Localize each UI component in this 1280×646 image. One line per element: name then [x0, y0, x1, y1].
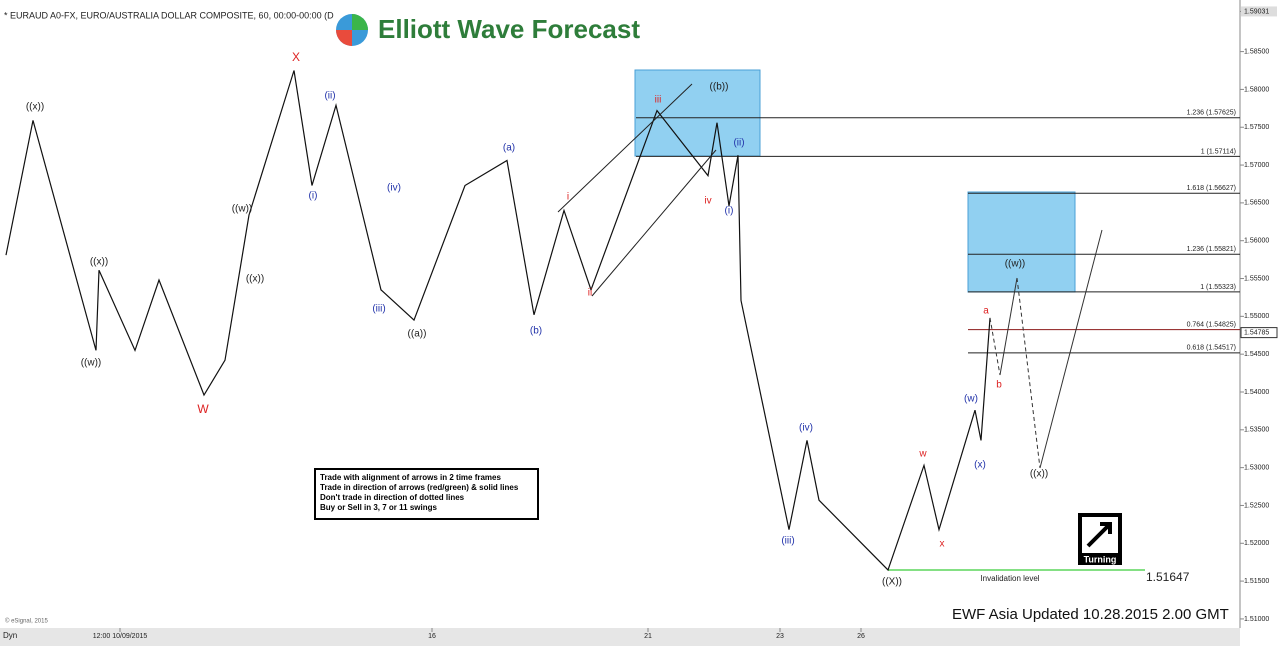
- wave-label: X: [292, 50, 300, 64]
- wave-label: iv: [704, 196, 711, 207]
- y-tick-highlight: [1241, 6, 1277, 17]
- channel-line: [591, 149, 717, 297]
- wave-label: (iii): [372, 304, 385, 315]
- wave-label: ((x)): [246, 274, 264, 285]
- wave-label: ((X)): [882, 577, 902, 588]
- rule-text: Trade with alignment of arrows in 2 time…: [320, 473, 501, 482]
- chart-title: * EURAUD A0-FX, EURO/AUSTRALIA DOLLAR CO…: [4, 10, 334, 20]
- last-price-box: [1240, 327, 1278, 339]
- y-tick-label: 1.57000: [1244, 162, 1269, 169]
- wave-label: (iii): [781, 536, 794, 547]
- x-tick-label: 26: [857, 633, 865, 640]
- y-tick-label: 1.52000: [1244, 540, 1269, 547]
- y-tick-label: 1.53000: [1244, 464, 1269, 471]
- rules-box: [314, 468, 539, 520]
- rule-text: Trade in direction of arrows (red/green)…: [320, 483, 519, 492]
- projection-dashed: [1016, 277, 1041, 469]
- y-tick-label: 1.53500: [1244, 427, 1269, 434]
- y-tick-label: 1.54000: [1244, 389, 1269, 396]
- time-axis: [0, 628, 1240, 646]
- y-tick-label: 1.51000: [1244, 616, 1269, 623]
- fib-level-label: 1.236 (1.57625): [1187, 110, 1236, 117]
- y-tick-label: 1.55000: [1244, 313, 1269, 320]
- turning-label: Turning: [1084, 554, 1117, 564]
- y-tick-label: 1.51500: [1244, 578, 1269, 585]
- turning-arrow: [1086, 522, 1112, 548]
- wave-label: iii: [655, 95, 662, 106]
- wave-label: W: [197, 402, 209, 416]
- wave-label: w: [918, 449, 927, 460]
- wave-label: (w): [964, 394, 978, 405]
- invalidation-value: 1.51647: [1146, 570, 1190, 584]
- y-tick-label: 1.56000: [1244, 238, 1269, 245]
- logo-mark: [352, 14, 368, 30]
- x-tick-label: 23: [776, 633, 784, 640]
- wave-label: (i): [309, 191, 318, 202]
- logo-text: Elliott Wave Forecast: [378, 14, 640, 44]
- y-tick-label: 1.52500: [1244, 502, 1269, 509]
- wave-label: ((b)): [710, 82, 729, 93]
- footer: EWF Asia Updated 10.28.2015 2.00 GMT: [952, 606, 1229, 623]
- rule-text: Don't trade in direction of dotted lines: [320, 493, 465, 502]
- projection-solid: [1039, 229, 1103, 469]
- wave-label: ((w)): [232, 204, 253, 215]
- mode-label: Dyn: [3, 631, 17, 640]
- wave-label: ((x)): [1030, 469, 1048, 480]
- fib-level-label: 1.236 (1.55821): [1187, 246, 1236, 253]
- invalidation-text: Invalidation level: [980, 574, 1039, 583]
- wave-label: (ii): [324, 91, 335, 102]
- wave-label: i: [567, 192, 569, 203]
- logo-mark: [336, 30, 352, 46]
- y-tick-label: 1.56500: [1244, 200, 1269, 207]
- wave-label: ((x)): [26, 102, 44, 113]
- wave-label: ((a)): [408, 329, 427, 340]
- y-tick-label: 1.59031: [1244, 8, 1269, 15]
- wave-label: b: [996, 380, 1002, 391]
- rule-text: Buy or Sell in 3, 7 or 11 swings: [320, 503, 437, 512]
- copyright: © eSignal, 2015: [5, 618, 48, 625]
- wave-label: ((x)): [90, 257, 108, 268]
- x-tick-label: 16: [428, 633, 436, 640]
- fib-level-label: 1.618 (1.56627): [1187, 185, 1236, 192]
- x-tick-label: 12:00 10/09/2015: [93, 633, 148, 640]
- wave-label: (a): [503, 143, 515, 154]
- y-tick-label: 1.58500: [1244, 48, 1269, 55]
- y-tick-label: 1.55500: [1244, 275, 1269, 282]
- y-tick-label: 1.54500: [1244, 351, 1269, 358]
- x-tick-label: 21: [644, 633, 652, 640]
- fib-level-label: 1 (1.57114): [1201, 148, 1236, 155]
- price-line: [5, 70, 991, 572]
- last-price-label: 1.54785: [1244, 329, 1269, 336]
- wave-label: (b): [530, 326, 542, 337]
- fib-level-label: 1 (1.55323): [1200, 284, 1236, 291]
- target-box: [967, 191, 1076, 293]
- channel-line: [557, 83, 693, 213]
- y-tick-label: 1.57500: [1244, 124, 1269, 131]
- fib-level-label: 0.618 (1.54517): [1187, 345, 1236, 352]
- wave-label: (i): [725, 206, 734, 217]
- wave-label: (iv): [387, 183, 401, 194]
- wave-label: (ii): [733, 138, 744, 149]
- wave-label: a: [983, 306, 989, 317]
- wave-label: ((w)): [81, 358, 102, 369]
- fib-level-label: 0.764 (1.54825): [1187, 321, 1236, 328]
- y-tick-label: 1.58000: [1244, 86, 1269, 93]
- wave-label: ii: [588, 288, 592, 299]
- wave-label: (iv): [799, 423, 813, 434]
- projection-dashed: [989, 317, 1001, 376]
- wave-label: ((w)): [1005, 259, 1026, 270]
- wave-label: x: [940, 539, 945, 550]
- projection-solid: [999, 277, 1018, 376]
- logo: Elliott Wave Forecast: [336, 14, 640, 46]
- wave-label: (x): [974, 460, 986, 471]
